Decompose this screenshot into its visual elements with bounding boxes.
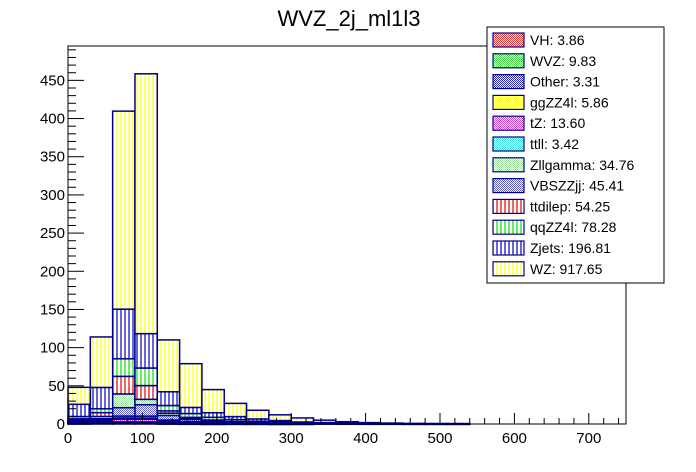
- bar-WZ-bin-6: [201, 388, 225, 414]
- y-tick-label: 0: [57, 416, 65, 433]
- bar-VBSZZjj-bin-3: [134, 403, 159, 417]
- bar-WZ-bin-2: [111, 110, 136, 310]
- y-tick-label: 100: [40, 340, 65, 357]
- y-tick-label: 200: [40, 263, 65, 280]
- bar-Zjets-bin-5: [178, 406, 203, 415]
- x-tick-label: 300: [279, 430, 304, 447]
- legend-entry-WZ: WZ: 917.65: [492, 261, 603, 277]
- legend-label: ggZZ4l: 5.86: [530, 94, 609, 110]
- legend-entry-tZ: tZ: 13.60: [492, 115, 585, 131]
- legend-swatch: [492, 53, 525, 69]
- bar-qqZZ4l-bin-3: [134, 367, 159, 387]
- bar-Zjets-bin-4: [156, 391, 181, 407]
- legend-swatch: [492, 115, 525, 131]
- chart-title: WVZ_2j_ml1l3: [277, 6, 420, 31]
- legend-label: Other: 3.31: [530, 74, 600, 90]
- legend-swatch: [492, 219, 525, 235]
- legend-label: Zllgamma: 34.76: [530, 157, 634, 173]
- bar-qqZZ4l-bin-2: [111, 358, 136, 378]
- legend-label: ttdilep: 54.25: [530, 198, 610, 214]
- bar-WZ-bin-9: [268, 414, 292, 422]
- x-axis: 0 100 200 300 400 500 600 700: [64, 413, 620, 447]
- bar-WZ-bin-11: [312, 419, 337, 424]
- bar-Zjets-bin-0: [67, 403, 92, 418]
- y-tick-label: 350: [40, 149, 65, 166]
- legend-label: ttll: 3.42: [530, 136, 579, 152]
- legend-label: VH: 3.86: [530, 32, 585, 48]
- legend-entry-Zllgamma: Zllgamma: 34.76: [492, 157, 634, 173]
- legend-swatch: [492, 240, 525, 256]
- y-axis: 0 50 100 150 200 250 300 350 400 450: [40, 49, 84, 433]
- bar-WZ-bin-4: [156, 339, 181, 393]
- legend-swatch: [492, 261, 525, 277]
- legend-entry-WVZ: WVZ: 9.83: [492, 53, 596, 69]
- legend: VH: 3.86 WVZ: 9.83 Other: 3.31 ggZZ4l: 5.86…: [486, 26, 665, 284]
- y-tick-label: 250: [40, 225, 65, 242]
- legend-swatch: [492, 198, 525, 214]
- bar-Zjets-bin-2: [111, 308, 136, 360]
- legend-label: VBSZZjj: 45.41: [530, 178, 624, 194]
- bar-WZ-bin-12: [335, 420, 359, 424]
- legend-swatch: [492, 157, 525, 173]
- legend-label: WZ: 917.65: [530, 261, 603, 277]
- x-tick-label: 100: [130, 430, 155, 447]
- bar-Zjets-bin-1: [89, 386, 114, 410]
- legend-entry-qqZZ4l: qqZZ4l: 78.28: [492, 219, 617, 235]
- y-tick-label: 400: [40, 111, 65, 128]
- x-tick-label: 0: [64, 430, 72, 447]
- legend-swatch: [492, 73, 525, 90]
- x-tick-label: 400: [353, 430, 378, 447]
- legend-entry-ggZZ4l: ggZZ4l: 5.86: [492, 94, 609, 111]
- bar-WZ-bin-5: [178, 362, 203, 409]
- legend-label: tZ: 13.60: [530, 115, 585, 131]
- legend-entry-ttll: ttll: 3.42: [492, 136, 579, 152]
- bar-Zllgamma-bin-3: [134, 398, 159, 406]
- bar-WZ-bin-7: [223, 402, 248, 418]
- legend-box: [486, 26, 665, 284]
- legend-entry-Other: Other: 3.31: [492, 73, 600, 90]
- y-tick-label: 450: [40, 72, 65, 89]
- legend-label: WVZ: 9.83: [530, 53, 596, 69]
- bar-ttdilep-bin-2: [111, 375, 136, 395]
- bar-WZ-bin-13: [357, 421, 382, 425]
- legend-entry-VH: VH: 3.86: [492, 32, 585, 48]
- y-tick-label: 50: [48, 378, 65, 395]
- x-tick-label: 500: [427, 430, 452, 447]
- bar-VBSZZjj-bin-2: [111, 406, 136, 417]
- legend-entry-VBSZZjj: VBSZZjj: 45.41: [492, 178, 624, 194]
- bar-Zllgamma-bin-2: [111, 393, 136, 409]
- legend-swatch: [492, 178, 525, 194]
- bar-WZ-bin-0: [67, 386, 92, 406]
- bar-Zjets-bin-3: [134, 332, 159, 369]
- x-tick-label: 200: [204, 430, 229, 447]
- legend-swatch: [492, 32, 525, 48]
- legend-entry-ttdilep: ttdilep: 54.25: [492, 198, 610, 214]
- bar-ttdilep-bin-3: [134, 384, 159, 401]
- legend-label: Zjets: 196.81: [530, 240, 611, 256]
- bar-qqZZ4l-bin-4: [156, 404, 181, 412]
- bar-WZ-bin-3: [134, 73, 159, 335]
- x-tick-label: 600: [502, 430, 527, 447]
- legend-entry-Zjets: Zjets: 196.81: [492, 240, 611, 256]
- bars-layer: [67, 73, 471, 426]
- bar-WZ-bin-10: [290, 417, 315, 423]
- y-tick-label: 150: [40, 301, 65, 318]
- legend-swatch: [492, 136, 525, 152]
- legend-swatch: [492, 94, 525, 111]
- x-tick-label: 700: [576, 430, 601, 447]
- y-tick-label: 300: [40, 187, 65, 204]
- bar-WZ-bin-1: [89, 336, 114, 389]
- series-WZ: [67, 73, 471, 425]
- legend-label: qqZZ4l: 78.28: [530, 219, 617, 235]
- bar-WZ-bin-8: [245, 409, 270, 420]
